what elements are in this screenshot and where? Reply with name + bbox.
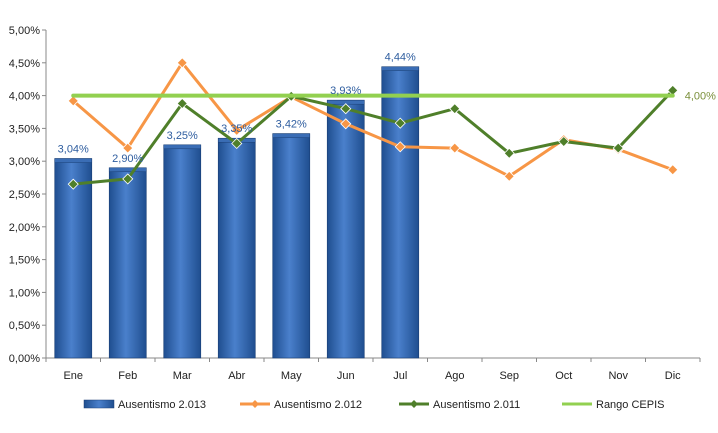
series-marker: [176, 57, 188, 69]
series-marker: [503, 170, 515, 182]
x-tick-label: Feb: [118, 370, 137, 382]
bar-top: [381, 66, 420, 71]
bar: [108, 167, 147, 359]
bar-top: [163, 144, 202, 150]
bar-top: [272, 133, 311, 138]
series-marker: [176, 97, 188, 110]
y-tick-label: 3,50%: [9, 123, 40, 135]
y-tick-label: 0,50%: [9, 320, 40, 332]
series-marker: [67, 178, 79, 190]
x-tick-label: Abr: [228, 370, 245, 382]
x-tick-label: Ene: [63, 370, 83, 382]
legend-marker: [410, 400, 418, 408]
series-marker: [340, 103, 352, 115]
series-line: [71, 88, 675, 186]
x-tick-label: Mar: [173, 370, 192, 382]
series-marker: [340, 118, 352, 130]
bar-top: [108, 167, 147, 173]
axes-layer: 0,00% 0,50% 1,00% 1,50% 2,00% 2,50% 3,00% 3,50%…: [9, 25, 701, 382]
bar-top: [54, 158, 93, 163]
x-tick-label: Jun: [337, 370, 355, 382]
y-tick-label: 1,50%: [9, 255, 40, 267]
lines-layer: [67, 57, 679, 190]
series-marker: [231, 124, 243, 136]
y-tick-label: 0,00%: [9, 353, 40, 365]
bar: [217, 137, 256, 359]
y-tick-label: 2,00%: [9, 222, 40, 234]
bar: [381, 66, 420, 359]
bar: [326, 99, 365, 359]
legend-label: Ausentismo 2.013: [118, 399, 206, 411]
legend-label: Ausentismo 2.012: [274, 399, 362, 411]
x-tick-label: Ago: [445, 370, 465, 382]
series-marker: [231, 137, 243, 150]
bars-layer: [54, 66, 420, 359]
x-tick-label: Sep: [499, 370, 519, 382]
bar: [163, 144, 202, 359]
bar: [272, 133, 311, 359]
x-tick-label: May: [281, 370, 302, 382]
y-tick-label: 5,00%: [9, 25, 40, 37]
x-tick-label: Oct: [555, 370, 572, 382]
legend-marker: [251, 400, 259, 408]
series-marker: [67, 95, 79, 107]
x-tick-label: Dic: [665, 370, 681, 382]
series-marker: [449, 142, 461, 154]
series-marker: [449, 103, 461, 115]
series-line: [71, 61, 675, 178]
bar-data-label: 3,35%: [221, 123, 252, 135]
series-marker: [503, 147, 515, 159]
legend-label: Rango CEPIS: [596, 399, 664, 411]
y-tick-label: 4,00%: [9, 91, 40, 103]
legend-label: Ausentismo 2.011: [433, 399, 520, 411]
bar-data-label: 2,90%: [112, 153, 143, 165]
series-marker: [122, 142, 134, 154]
series-marker: [558, 135, 570, 148]
y-tick-label: 2,50%: [9, 189, 40, 201]
series-marker: [612, 142, 624, 154]
y-tick-label: 1,00%: [9, 287, 40, 299]
x-tick-label: Nov: [608, 370, 628, 382]
bar-data-label: 3,93%: [330, 85, 361, 97]
x-tick-label: Jul: [393, 370, 407, 382]
series-marker: [122, 173, 134, 185]
series-marker: [667, 164, 679, 176]
legend-swatch: [83, 399, 115, 409]
series-marker: [394, 141, 406, 153]
legend-layer: Ausentismo 2.013 Ausentismo 2.012 Ausentis…: [83, 399, 664, 411]
bar-data-label: 3,42%: [276, 119, 307, 131]
bar-data-label: 3,25%: [167, 130, 198, 142]
y-tick-label: 4,50%: [9, 58, 40, 70]
bar-data-label: 3,04%: [58, 144, 89, 156]
bar-data-label: 4,44%: [385, 52, 416, 64]
labels-layer: 3,04% 2,90% 3,25% 3,35% 3,42% 3,93% 4,44% 4,00%: [58, 52, 717, 165]
line-end-label: 4,00%: [685, 91, 716, 103]
series-marker: [394, 117, 406, 129]
y-tick-label: 3,00%: [9, 156, 40, 168]
